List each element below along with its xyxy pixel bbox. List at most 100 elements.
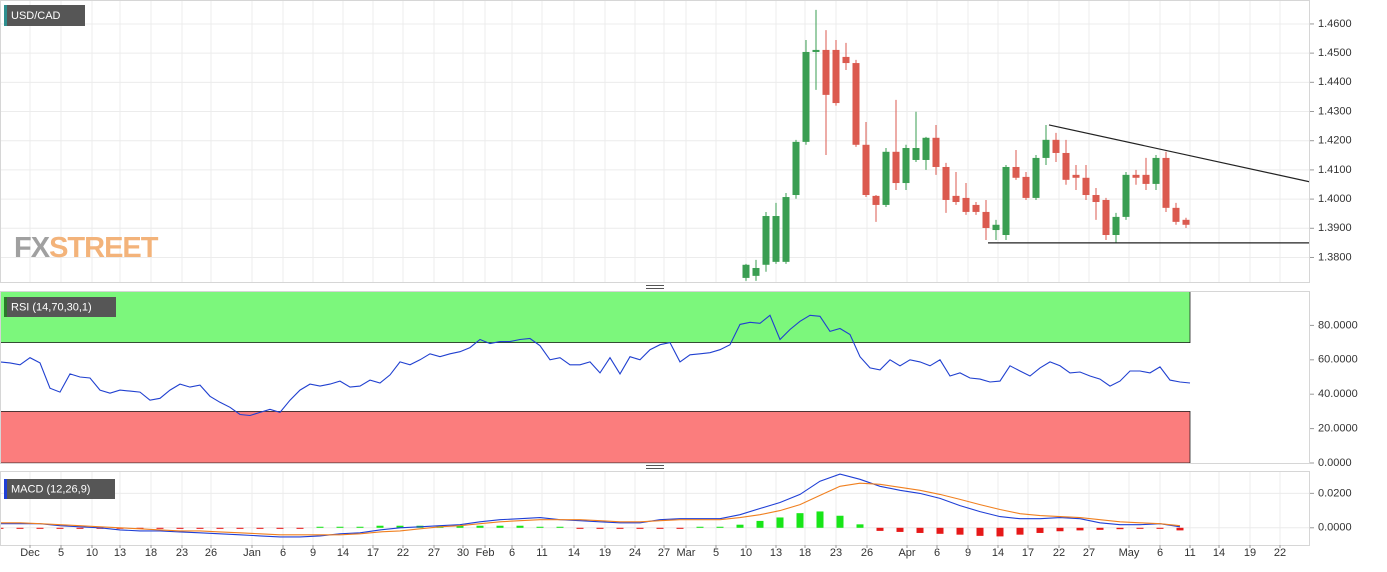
- candle-body: [972, 204, 980, 212]
- candle-body: [1092, 195, 1100, 203]
- histogram-bar: [256, 527, 264, 529]
- histogram-bar: [656, 527, 664, 529]
- legend-label: USD/CAD: [11, 10, 61, 22]
- x-tick-label: 10: [740, 547, 752, 559]
- candle-body: [1062, 152, 1070, 180]
- histogram-bar: [716, 526, 724, 528]
- candle-body: [832, 49, 840, 104]
- histogram-bar: [556, 526, 564, 528]
- histogram-bar: [736, 524, 744, 528]
- legend-label: MACD (12,26,9): [11, 483, 90, 495]
- histogram-bar: [976, 527, 984, 536]
- y-tick-label: 0.0000: [1318, 522, 1352, 534]
- histogram-bar: [396, 525, 404, 528]
- x-tick-label: 6: [280, 547, 286, 559]
- candle-body: [742, 264, 750, 278]
- series-line: [0, 473, 1181, 538]
- pane-frame: [0, 291, 1310, 464]
- candle-body: [1082, 177, 1090, 196]
- x-tick-label: 23: [830, 547, 842, 559]
- histogram-bar: [616, 527, 624, 529]
- candle-body: [752, 267, 760, 276]
- histogram-bar: [196, 527, 204, 529]
- x-tick-label: 14: [568, 547, 580, 559]
- x-tick-label: 14: [1213, 547, 1225, 559]
- histogram-bar: [676, 527, 684, 529]
- candle-body: [872, 195, 880, 205]
- legend-rsi: RSI (14,70,30,1): [4, 297, 116, 317]
- histogram-bar: [356, 526, 364, 528]
- x-tick-label: 17: [1022, 547, 1034, 559]
- histogram-bar: [236, 527, 244, 529]
- candle-body: [882, 151, 890, 205]
- x-tick-label: 24: [629, 547, 641, 559]
- histogram-bar: [1036, 527, 1044, 533]
- x-tick-label: 19: [1244, 547, 1256, 559]
- candle-body: [1152, 157, 1160, 184]
- y-tick-label: 1.4400: [1318, 76, 1352, 88]
- x-tick-label: 27: [658, 547, 670, 559]
- histogram-bar: [296, 527, 304, 529]
- x-tick-label: May: [1119, 547, 1140, 559]
- histogram-bar: [76, 527, 84, 529]
- x-tick-label: 23: [176, 547, 188, 559]
- x-tick-label: 27: [428, 547, 440, 559]
- histogram-bar: [56, 527, 64, 529]
- watermark-part: STREET: [49, 232, 159, 264]
- y-tick-label: 1.4300: [1318, 105, 1352, 117]
- histogram-bar: [836, 515, 844, 528]
- x-tick-label: 13: [114, 547, 126, 559]
- histogram-bar: [476, 525, 484, 528]
- histogram-bar: [16, 527, 24, 529]
- pane-frame: [0, 0, 1310, 283]
- histogram-bar: [36, 527, 44, 529]
- histogram-bar: [756, 520, 764, 528]
- x-tick-label: 22: [1053, 547, 1065, 559]
- legend-macd: MACD (12,26,9): [4, 479, 115, 499]
- candle-body: [1022, 176, 1030, 198]
- x-tick-label: Dec: [20, 547, 40, 559]
- candle-body: [912, 148, 920, 160]
- x-tick-label: 11: [536, 547, 547, 559]
- histogram-bar: [596, 527, 604, 529]
- histogram-bar: [0, 527, 4, 529]
- candle-body: [1132, 174, 1140, 178]
- x-tick-label: 10: [86, 547, 98, 559]
- histogram-bar: [336, 526, 344, 528]
- candle-body: [1112, 216, 1120, 235]
- candle-body: [1102, 199, 1110, 235]
- x-tick-label: Mar: [677, 547, 696, 559]
- histogram-bar: [776, 517, 784, 528]
- y-tick-label: 1.4100: [1318, 164, 1352, 176]
- histogram-bar: [1056, 527, 1064, 532]
- y-tick-label: 1.4200: [1318, 135, 1352, 147]
- zone-band: [0, 291, 1191, 343]
- histogram-bar: [1176, 527, 1184, 531]
- candle-body: [982, 211, 990, 228]
- x-tick-label: 18: [145, 547, 157, 559]
- series-line: [0, 482, 1181, 536]
- histogram-bar: [276, 527, 284, 529]
- y-tick-label: 0.0200: [1318, 487, 1352, 499]
- pane-handles: [646, 285, 664, 469]
- candle-body: [772, 216, 780, 262]
- candle-body: [802, 51, 810, 142]
- candle-body: [892, 151, 900, 184]
- histogram-bar: [456, 525, 464, 528]
- histogram-bar: [176, 527, 184, 529]
- histogram-bar: [636, 527, 644, 529]
- y-tick-label: 20.0000: [1318, 423, 1358, 435]
- candle-body: [782, 197, 790, 262]
- candle-body: [932, 137, 940, 167]
- zone-band: [0, 410, 1191, 463]
- candle-body: [922, 137, 930, 160]
- x-tick-label: 14: [337, 547, 349, 559]
- histogram-bar: [376, 525, 384, 528]
- y-tick-label: 1.4600: [1318, 18, 1352, 30]
- candle-body: [1172, 207, 1180, 222]
- x-tick-label: 22: [397, 547, 409, 559]
- x-tick-label: 9: [965, 547, 971, 559]
- candle-body: [992, 224, 1000, 231]
- y-tick-label: 1.4000: [1318, 193, 1352, 205]
